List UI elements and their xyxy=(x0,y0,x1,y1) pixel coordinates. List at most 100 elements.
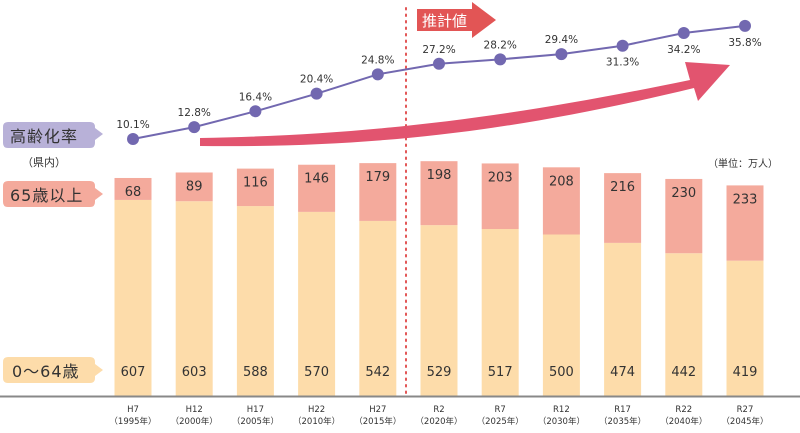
aging-rate-value: 16.4% xyxy=(239,91,272,103)
bar-senior xyxy=(420,161,458,226)
x-tick-era: R7 xyxy=(495,405,506,415)
bar-young-value: 542 xyxy=(365,365,390,380)
aging-rate-point xyxy=(739,19,751,32)
x-tick-era: R27 xyxy=(737,405,754,415)
bar-senior xyxy=(359,163,397,221)
aging-rate-point xyxy=(371,68,384,81)
aging-rate-point xyxy=(494,53,507,66)
bar-senior xyxy=(175,172,213,202)
aging-rate-value: 24.8% xyxy=(361,54,394,66)
bar-young xyxy=(236,206,274,396)
x-tick-year: （2020年） xyxy=(415,416,462,427)
bar-young xyxy=(359,220,397,396)
aging-rate-point xyxy=(249,105,262,118)
x-tick-era: H12 xyxy=(186,405,203,415)
aging-rate-line-group: 10.1% 12.8% 16.4% 20.4% 24.8% 27.2% 28.2% 29.4%… xyxy=(116,19,762,145)
aging-rate-point xyxy=(555,48,568,61)
bar-young-value: 603 xyxy=(182,365,207,380)
aging-rate-value: 35.8% xyxy=(728,37,761,49)
x-axis-labels: H7（1995年） H12（2000年） H17（2005年） H22（2010年） H… xyxy=(109,405,768,427)
x-tick-year: （2015年） xyxy=(354,416,401,427)
bar-young xyxy=(665,253,703,396)
aging-rate-value: 34.2% xyxy=(667,44,700,56)
x-tick-year: （2000年） xyxy=(171,416,218,427)
aging-rate-value: 10.1% xyxy=(116,119,149,131)
bar-senior-value: 146 xyxy=(304,172,329,187)
bar-young xyxy=(604,242,642,396)
bar-senior xyxy=(665,178,703,254)
bar-senior xyxy=(114,177,152,200)
projection-arrow-badge: 推計値 xyxy=(417,2,496,38)
bar-senior xyxy=(726,185,764,261)
unit-label: （単位：万人） xyxy=(708,157,778,170)
bar-senior-value: 216 xyxy=(610,180,635,195)
aging-rate-label: 高齢化率 xyxy=(10,127,78,146)
bar-young-value: 474 xyxy=(610,365,635,380)
x-tick-era: R17 xyxy=(614,405,631,415)
x-tick-year: （2025年） xyxy=(477,416,524,427)
bar-young xyxy=(542,234,580,396)
bar-young-value: 419 xyxy=(733,365,758,380)
bar-young-value: 442 xyxy=(671,365,696,380)
x-tick-year: （2040年） xyxy=(660,416,707,427)
trend-arrow xyxy=(200,62,730,147)
x-tick-year: （2030年） xyxy=(538,416,585,427)
young-legend-label: 0〜64歳 xyxy=(3,357,103,383)
senior-legend-label: 65歳以上 xyxy=(3,181,103,207)
bar-senior xyxy=(542,167,580,235)
x-tick-era: H27 xyxy=(369,405,386,415)
x-tick-era: R12 xyxy=(553,405,570,415)
bar-senior-value: 198 xyxy=(427,168,452,183)
senior-label: 65歳以上 xyxy=(10,186,83,205)
x-tick-era: R2 xyxy=(433,405,444,415)
bar-young-value: 588 xyxy=(243,365,268,380)
bar-senior xyxy=(236,168,274,207)
aging-rate-value: 29.4% xyxy=(545,34,578,46)
aging-rate-point xyxy=(127,133,139,145)
bar-young-value: 500 xyxy=(549,365,574,380)
x-tick-era: H22 xyxy=(308,405,325,415)
aging-rate-point xyxy=(433,57,445,70)
bar-young-value: 607 xyxy=(121,365,146,380)
bar-young xyxy=(420,225,458,396)
aging-rate-value: 31.3% xyxy=(606,57,639,69)
aging-rate-value: 12.8% xyxy=(178,107,211,119)
aging-rate-point xyxy=(188,121,201,134)
bar-young xyxy=(114,199,152,396)
x-tick-era: H7 xyxy=(127,405,139,415)
x-tick-year: （2045年） xyxy=(721,416,768,427)
bar-young-value: 517 xyxy=(488,365,513,380)
bar-senior-value: 230 xyxy=(671,186,696,201)
bar-senior-value: 89 xyxy=(186,179,203,194)
aging-rate-point xyxy=(310,87,323,100)
aging-rate-point xyxy=(616,39,629,52)
projection-label: 推計値 xyxy=(422,12,467,30)
young-label: 0〜64歳 xyxy=(12,362,80,381)
bar-senior xyxy=(604,173,642,243)
aging-rate-legend-label: 高齢化率 xyxy=(3,122,103,148)
bar-senior-value: 68 xyxy=(125,185,142,200)
bar-young-value: 529 xyxy=(427,365,452,380)
bar-young xyxy=(175,201,213,396)
aging-rate-value: 27.2% xyxy=(422,44,455,56)
x-tick-year: （2010年） xyxy=(293,416,340,427)
aging-rate-value: 28.2% xyxy=(484,39,517,51)
x-tick-era: R22 xyxy=(675,405,692,415)
aging-rate-point xyxy=(677,26,690,39)
bars-group: 607 68 603 89 588 116 570 146 542 179 529 198 517 203… xyxy=(114,161,764,396)
bar-young xyxy=(481,229,519,396)
bar-senior-value: 233 xyxy=(733,192,758,207)
x-tick-year: （2005年） xyxy=(232,416,279,427)
bar-senior-value: 179 xyxy=(365,170,390,185)
bar-young xyxy=(298,211,336,396)
bar-young-value: 570 xyxy=(304,365,329,380)
x-tick-year: （1995年） xyxy=(109,416,156,427)
bar-senior-value: 208 xyxy=(549,174,574,189)
bar-senior-value: 116 xyxy=(243,176,268,191)
x-tick-era: H17 xyxy=(247,405,264,415)
prefecture-sub-label: （県内） xyxy=(22,155,66,169)
bar-senior xyxy=(298,164,336,212)
bar-young xyxy=(726,260,764,396)
bar-senior xyxy=(481,163,519,230)
